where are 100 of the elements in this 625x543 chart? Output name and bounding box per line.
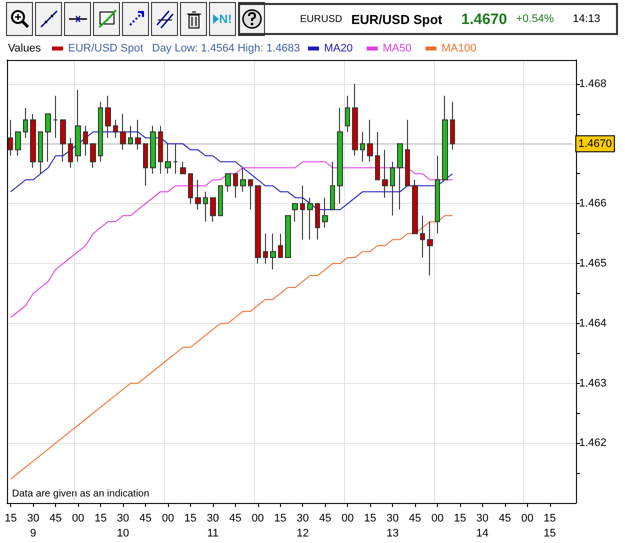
- candlestick: [248, 179, 253, 210]
- candlestick: [218, 185, 223, 216]
- x-tick-label: 00: [342, 512, 354, 524]
- candlestick: [68, 137, 73, 168]
- candlestick: [285, 215, 291, 258]
- candlestick: [330, 161, 335, 210]
- line-series: [10, 131, 453, 210]
- candlestick: [233, 173, 238, 198]
- x-tick-label: 15: [184, 512, 197, 524]
- x-tick-label: 30 9: [27, 512, 40, 540]
- y-tick-label: 1.466: [579, 198, 607, 210]
- candlestick: [322, 197, 328, 228]
- candlestick: [128, 125, 133, 144]
- x-tick-label: 45: [319, 512, 332, 524]
- text: N!: [219, 12, 232, 26]
- candlestick: [315, 203, 320, 240]
- y-tick-label: 1.462: [579, 437, 607, 450]
- legend-title: Values: [8, 42, 42, 54]
- x-tick-label: 30 13: [386, 512, 399, 540]
- line-series: [10, 161, 453, 318]
- line-series: [10, 215, 453, 480]
- candlestick: [98, 101, 103, 162]
- legend-label: MA50: [382, 42, 412, 54]
- candlestick: [113, 119, 118, 138]
- candlestick: [23, 107, 28, 138]
- candlestick: [83, 125, 88, 156]
- candlestick: [255, 185, 261, 264]
- candlestick: [352, 83, 358, 156]
- candlestick: [360, 131, 365, 162]
- x-tick-label: 45: [50, 512, 62, 524]
- candlestick: [90, 143, 96, 168]
- candlestick: [367, 119, 373, 162]
- candlestick: [165, 143, 171, 174]
- legend-label: MA20: [324, 42, 353, 54]
- candlestick: [150, 125, 156, 174]
- text: 14:13: [572, 13, 600, 25]
- ref-line-label: 1.4670: [578, 138, 612, 150]
- candlestick: [210, 197, 216, 222]
- legend-label: MA100: [441, 42, 476, 54]
- candlestick: [105, 95, 111, 138]
- x-tick-label: 45: [498, 512, 511, 524]
- x-tick-label: 00: [72, 512, 84, 524]
- x-tick-label: 00: [162, 512, 174, 524]
- candlestick: [405, 119, 410, 186]
- candlestick: [307, 197, 313, 240]
- candlestick: [390, 161, 395, 216]
- x-tick-label: 00: [521, 512, 534, 524]
- candlestick: [53, 95, 58, 138]
- candlestick: [300, 185, 305, 240]
- x-tick-label: 30 12: [296, 512, 309, 540]
- x-tick-label: 30 11: [206, 512, 220, 540]
- candlestick: [15, 131, 21, 156]
- candlestick: [45, 113, 51, 162]
- candlestick: [420, 215, 425, 258]
- candlestick: [263, 233, 268, 264]
- x-tick-label: 15 15: [544, 512, 556, 540]
- candlestick: [120, 113, 126, 150]
- y-tick-label: 1.465: [579, 258, 607, 270]
- x-tick-label: 45: [229, 512, 242, 524]
- candlestick: [75, 89, 81, 162]
- candlestick: [240, 167, 246, 192]
- candlestick: [435, 155, 440, 234]
- text: +0.54%: [516, 13, 554, 25]
- y-tick-label: 1.468: [579, 78, 607, 90]
- x-tick-label: 30 14: [476, 512, 489, 540]
- candlestick: [158, 125, 163, 174]
- x-tick-label: 00: [252, 512, 264, 524]
- x-tick-label: 15: [274, 512, 286, 524]
- text: 1.4670: [461, 10, 508, 28]
- candlestick: [345, 95, 350, 132]
- candlestick: [173, 143, 178, 174]
- y-tick-label: 1.464: [579, 317, 607, 330]
- candlestick: [195, 179, 201, 210]
- candlestick: [450, 101, 455, 150]
- text: Day Low: 1.4564 High: 1.4683: [152, 42, 300, 54]
- candlestick: [60, 119, 66, 162]
- candlestick: [38, 131, 43, 174]
- candlestick: [8, 119, 13, 156]
- candlestick: [203, 191, 208, 222]
- x-tick-label: 15: [454, 512, 466, 524]
- chart-title: EUR/USD Spot: [351, 12, 442, 26]
- x-tick-label: 15: [94, 512, 107, 524]
- x-tick-label: 15: [364, 512, 376, 524]
- y-tick-label: 1.463: [579, 377, 607, 390]
- candlestick: [397, 143, 403, 210]
- text: EURUSD: [300, 14, 342, 24]
- candlestick: [143, 143, 148, 186]
- x-tick-label: 45: [408, 512, 422, 524]
- candlestick: [442, 95, 448, 180]
- x-tick-label: 00: [431, 512, 444, 524]
- candlestick: [30, 113, 36, 168]
- candlestick: [278, 233, 283, 258]
- x-tick-label: 15: [4, 512, 17, 524]
- candlestick: [270, 233, 276, 270]
- candlestick: [225, 173, 231, 192]
- candlestick: [427, 221, 433, 276]
- candlestick: [180, 161, 186, 174]
- candlestick: [375, 131, 380, 180]
- candlestick: [337, 107, 343, 204]
- legend-label: EUR/USD Spot: [68, 42, 144, 54]
